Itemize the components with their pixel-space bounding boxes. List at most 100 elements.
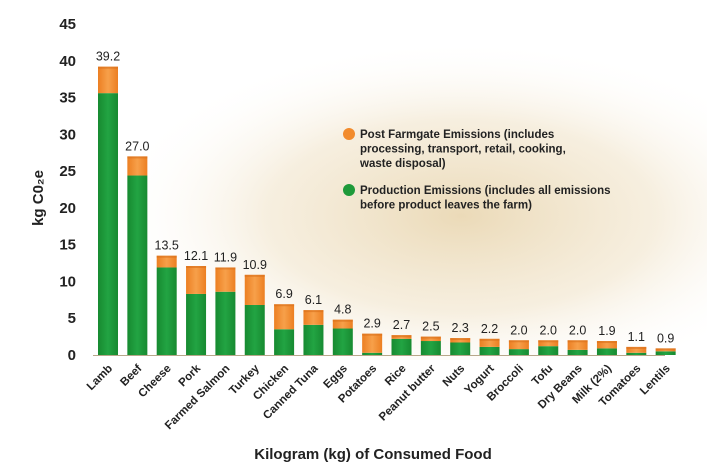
bar-top-shade-18 bbox=[626, 346, 647, 349]
bar-top-shade-2 bbox=[156, 255, 177, 258]
bar-post-farmgate-7 bbox=[303, 310, 324, 325]
bar-post-farmgate-6 bbox=[274, 304, 295, 330]
bar-production-15 bbox=[538, 346, 559, 355]
bar-post-farmgate-13 bbox=[479, 338, 500, 347]
data-label-0: 39.2 bbox=[96, 50, 120, 64]
category-label-0: Lamb bbox=[85, 363, 115, 393]
data-label-2: 13.5 bbox=[155, 239, 179, 253]
bar-production-3 bbox=[186, 293, 207, 355]
data-label-4: 11.9 bbox=[214, 250, 237, 264]
y-tick-label: 45 bbox=[59, 16, 76, 33]
bar-top-shade-5 bbox=[244, 274, 265, 277]
bar-production-14 bbox=[508, 349, 529, 355]
data-label-3: 12.1 bbox=[184, 249, 208, 263]
legend-swatch-1 bbox=[343, 184, 355, 196]
bar-production-2 bbox=[156, 267, 177, 355]
data-label-9: 2.9 bbox=[363, 317, 380, 331]
data-labels: 39.2 27.0 13.5 12.1 11.9 10.9 6.9 6.1 4.8 2.9 2.7 2… bbox=[96, 50, 675, 346]
data-label-5: 10.9 bbox=[243, 258, 267, 272]
legend-text-1-0: Production Emissions (includes all emiss… bbox=[360, 185, 611, 197]
bar-post-farmgate-0 bbox=[98, 66, 118, 94]
data-label-11: 2.5 bbox=[422, 320, 439, 334]
bar-production-10 bbox=[391, 338, 412, 355]
legend: Post Farmgate Emissions (includes process… bbox=[343, 128, 611, 212]
legend-text-0-2: waste disposal) bbox=[359, 158, 446, 170]
category-label-10: Rice bbox=[383, 363, 409, 389]
bar-top-shade-9 bbox=[362, 333, 383, 336]
bar-post-farmgate-1 bbox=[127, 156, 148, 176]
bar-top-shade-4 bbox=[215, 267, 236, 270]
bar-production-9 bbox=[362, 352, 383, 355]
bar-top-shade-15 bbox=[538, 340, 559, 343]
bars bbox=[98, 66, 676, 356]
bar-post-farmgate-18 bbox=[626, 346, 647, 353]
y-tick-label: 40 bbox=[59, 53, 76, 70]
bar-post-farmgate-12 bbox=[450, 338, 471, 343]
legend-text-0-0: Post Farmgate Emissions (includes bbox=[360, 129, 554, 141]
bar-production-16 bbox=[567, 349, 588, 355]
bar-top-shade-1 bbox=[127, 156, 148, 159]
data-label-12: 2.3 bbox=[452, 321, 469, 335]
bar-post-farmgate-16 bbox=[567, 340, 588, 350]
bar-top-shade-14 bbox=[508, 340, 529, 343]
data-label-1: 27.0 bbox=[125, 139, 149, 153]
category-label-3: Pork bbox=[177, 362, 204, 389]
y-tick-label: 0 bbox=[68, 347, 76, 364]
data-label-13: 2.2 bbox=[481, 322, 498, 336]
y-tick-label: 10 bbox=[59, 273, 76, 290]
category-label-1: Beef bbox=[118, 363, 144, 389]
bar-production-6 bbox=[274, 329, 295, 355]
y-tick-label: 5 bbox=[68, 310, 76, 327]
data-label-8: 4.8 bbox=[334, 303, 351, 317]
legend-swatch-0 bbox=[343, 128, 355, 140]
data-label-14: 2.0 bbox=[510, 323, 527, 337]
category-label-12: Nuts bbox=[441, 363, 468, 390]
bar-production-18 bbox=[626, 352, 647, 355]
bar-post-farmgate-2 bbox=[156, 255, 177, 268]
legend-text-1-1: before product leaves the farm) bbox=[360, 200, 532, 212]
bar-top-shade-12 bbox=[450, 338, 471, 341]
bar-production-17 bbox=[596, 348, 617, 355]
bar-post-farmgate-5 bbox=[244, 274, 265, 305]
bar-top-shade-17 bbox=[596, 341, 617, 344]
bar-post-farmgate-4 bbox=[215, 267, 236, 292]
data-label-17: 1.9 bbox=[598, 324, 615, 338]
bar-top-shade-6 bbox=[274, 304, 295, 307]
category-label-19: Lentils bbox=[638, 363, 673, 398]
bar-post-farmgate-8 bbox=[332, 319, 353, 329]
bar-top-shade-10 bbox=[391, 335, 412, 338]
bar-top-shade-19 bbox=[655, 348, 676, 351]
bar-production-13 bbox=[479, 346, 500, 355]
bar-top-shade-0 bbox=[98, 66, 118, 69]
bar-top-shade-3 bbox=[186, 265, 207, 268]
x-axis-title: Kilogram (kg) of Consumed Food bbox=[254, 446, 492, 463]
bar-top-shade-8 bbox=[332, 319, 353, 322]
y-tick-label: 30 bbox=[59, 126, 76, 143]
bar-production-12 bbox=[450, 342, 471, 355]
bar-post-farmgate-11 bbox=[420, 336, 441, 342]
y-axis: 0 5 10 15 20 25 30 35 40 45 bbox=[59, 16, 76, 364]
bar-post-farmgate-9 bbox=[362, 333, 383, 353]
legend-text-0-1: processing, transport, retail, cooking, bbox=[360, 144, 566, 156]
category-label-2: Cheese bbox=[136, 363, 173, 400]
bar-post-farmgate-17 bbox=[596, 341, 617, 349]
data-label-16: 2.0 bbox=[569, 323, 586, 337]
y-tick-label: 15 bbox=[59, 237, 76, 254]
data-label-15: 2.0 bbox=[540, 323, 557, 337]
bar-production-5 bbox=[244, 304, 265, 355]
y-tick-label: 25 bbox=[59, 163, 76, 180]
bar-production-11 bbox=[420, 341, 441, 355]
data-label-18: 1.1 bbox=[628, 330, 645, 344]
bar-production-8 bbox=[332, 328, 353, 355]
bar-top-shade-7 bbox=[303, 310, 324, 313]
category-label-15: Tofu bbox=[530, 363, 556, 389]
y-axis-title: kg C0₂e bbox=[30, 170, 47, 226]
bar-post-farmgate-15 bbox=[538, 340, 559, 347]
bar-top-shade-13 bbox=[479, 338, 500, 341]
data-label-7: 6.1 bbox=[305, 293, 322, 307]
bar-production-4 bbox=[215, 291, 236, 355]
bar-production-1 bbox=[127, 175, 148, 355]
